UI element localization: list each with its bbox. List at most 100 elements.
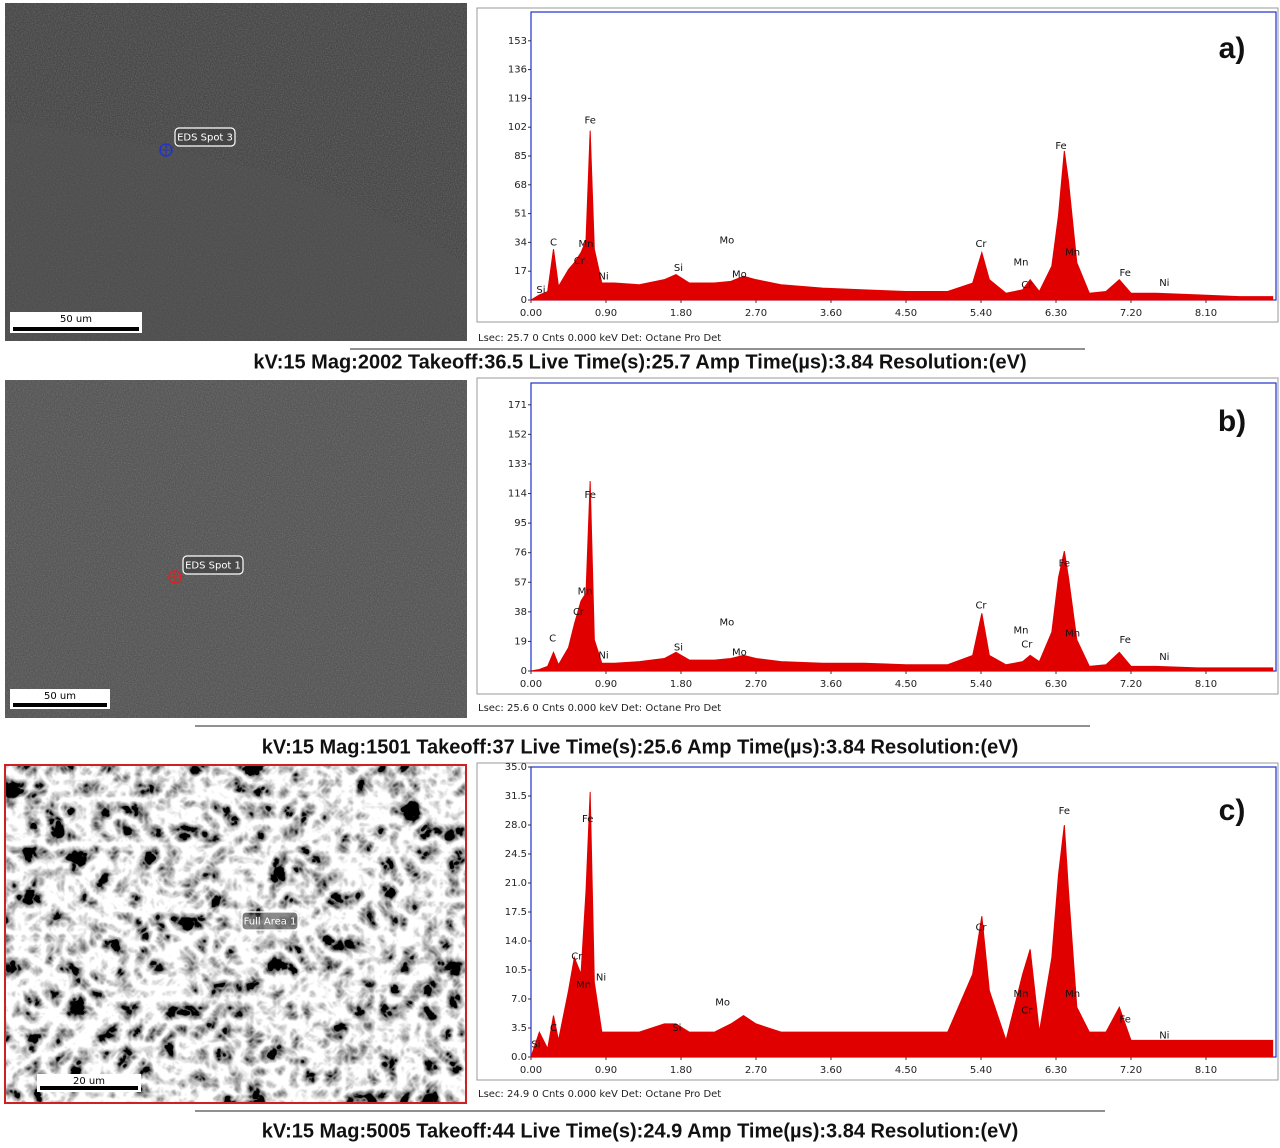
sem-texture xyxy=(5,380,467,718)
x-tick-label: 6.30 xyxy=(1045,1065,1067,1076)
y-tick-label: 171 xyxy=(508,400,527,411)
peak-label: Ni xyxy=(1159,1030,1169,1041)
y-tick-label: 152 xyxy=(508,429,527,440)
y-tick-label: 10.5 xyxy=(505,965,527,976)
x-tick-label: 7.20 xyxy=(1120,679,1142,690)
peak-label: Fe xyxy=(1059,806,1070,817)
y-tick-label: 95 xyxy=(514,518,527,529)
y-tick-label: 0.0 xyxy=(511,1052,527,1063)
y-tick-label: 17 xyxy=(514,266,527,277)
peak-label: Cr xyxy=(573,607,585,618)
peak-label: Si xyxy=(536,285,545,296)
y-tick-label: 114 xyxy=(508,489,527,500)
x-tick-label: 0.00 xyxy=(520,1065,542,1076)
peak-label: Cr xyxy=(975,239,987,250)
peak-label: Mn xyxy=(1065,629,1080,640)
peak-label: Ni xyxy=(598,650,608,661)
peak-label: Si xyxy=(531,1040,540,1051)
peak-label: Ni xyxy=(1159,278,1169,289)
peak-label: Fe xyxy=(1055,141,1066,152)
x-tick-label: 0.90 xyxy=(595,1065,617,1076)
peak-label: Mo xyxy=(732,647,747,658)
panel-label: a) xyxy=(1219,32,1246,65)
x-tick-label: 2.70 xyxy=(745,1065,767,1076)
x-tick-label: 4.50 xyxy=(895,1065,917,1076)
x-tick-label: 3.60 xyxy=(820,308,842,319)
y-tick-label: 34 xyxy=(514,237,527,248)
x-tick-label: 7.20 xyxy=(1120,308,1142,319)
panel-label: b) xyxy=(1218,405,1246,438)
y-tick-label: 0 xyxy=(521,666,527,677)
x-tick-label: 7.20 xyxy=(1120,1065,1142,1076)
peak-label: Mn xyxy=(579,239,594,250)
peak-label: C xyxy=(550,237,557,248)
y-tick-label: 19 xyxy=(514,636,527,647)
peak-label: C xyxy=(550,1023,557,1034)
x-tick-label: 3.60 xyxy=(820,679,842,690)
peak-label: Cr xyxy=(975,601,987,612)
x-tick-label: 0.90 xyxy=(595,679,617,690)
peak-label: Mo xyxy=(715,997,730,1008)
x-tick-label: 8.10 xyxy=(1195,1065,1217,1076)
spot-tag-label: EDS Spot 3 xyxy=(177,133,233,144)
x-tick-label: 5.40 xyxy=(970,679,992,690)
scale-bar xyxy=(13,327,139,331)
y-tick-label: 14.0 xyxy=(505,936,527,947)
x-tick-label: 5.40 xyxy=(970,1065,992,1076)
peak-label: Si xyxy=(674,263,683,274)
y-tick-label: 85 xyxy=(514,151,527,162)
y-tick-label: 24.5 xyxy=(505,849,527,860)
x-tick-label: 1.80 xyxy=(670,308,692,319)
peak-label: Cr xyxy=(571,952,583,963)
x-tick-label: 0.00 xyxy=(520,308,542,319)
y-tick-label: 153 xyxy=(508,36,527,47)
y-tick-label: 28.0 xyxy=(505,820,527,831)
scale-bar-label: 20 um xyxy=(73,1076,105,1087)
scale-bar-label: 50 um xyxy=(44,691,76,702)
scale-bar xyxy=(13,703,107,707)
peak-label: Mn xyxy=(576,980,591,991)
y-tick-label: 3.5 xyxy=(511,1023,527,1034)
peak-label: Ni xyxy=(1159,652,1169,663)
y-tick-label: 7.0 xyxy=(511,994,527,1005)
y-tick-label: 76 xyxy=(514,548,527,559)
spot-tag-label: EDS Spot 1 xyxy=(185,561,241,572)
spectrum-frame xyxy=(477,378,1278,694)
peak-label: Mn xyxy=(1014,626,1029,637)
x-tick-label: 3.60 xyxy=(820,1065,842,1076)
scale-bar-label: 50 um xyxy=(60,314,92,325)
x-tick-label: 1.80 xyxy=(670,679,692,690)
info-text: Lsec: 24.9 0 Cnts 0.000 keV Det: Octane … xyxy=(478,1089,721,1100)
peak-label: Fe xyxy=(1119,635,1130,646)
peak-label: Cr xyxy=(1021,280,1033,291)
x-tick-label: 0.00 xyxy=(520,679,542,690)
y-tick-label: 136 xyxy=(508,65,527,76)
peak-label: Mn xyxy=(1065,248,1080,259)
y-tick-label: 21.0 xyxy=(505,878,527,889)
peak-label: Mo xyxy=(732,270,747,281)
peak-label: Mn xyxy=(1065,989,1080,1000)
x-tick-label: 8.10 xyxy=(1195,308,1217,319)
peak-label: Ni xyxy=(598,271,608,282)
peak-label: Fe xyxy=(1119,1015,1130,1026)
y-tick-label: 57 xyxy=(514,577,527,588)
y-tick-label: 31.5 xyxy=(505,791,527,802)
peak-label: Si xyxy=(672,1023,681,1034)
peak-label: Fe xyxy=(584,490,595,501)
peak-label: Mo xyxy=(719,618,734,629)
sem-image xyxy=(5,765,466,1103)
peak-label: Cr xyxy=(1021,1006,1033,1017)
peak-label: C xyxy=(549,633,556,644)
figure: EDS Spot 350 um017345168851021191361530.… xyxy=(0,0,1280,1148)
peak-label: Mn xyxy=(1014,989,1029,1000)
y-tick-label: 68 xyxy=(514,180,527,191)
x-tick-label: 6.30 xyxy=(1045,308,1067,319)
caption: kV:15 Mag:2002 Takeoff:36.5 Live Time(s)… xyxy=(253,351,1026,373)
caption: kV:15 Mag:5005 Takeoff:44 Live Time(s):2… xyxy=(262,1120,1019,1142)
y-tick-label: 102 xyxy=(508,122,527,133)
y-tick-label: 0 xyxy=(521,295,527,306)
x-tick-label: 0.90 xyxy=(595,308,617,319)
y-tick-label: 17.5 xyxy=(505,907,527,918)
x-tick-label: 2.70 xyxy=(745,308,767,319)
peak-label: Mn xyxy=(578,587,593,598)
